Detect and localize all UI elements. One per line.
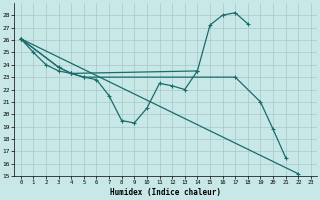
- X-axis label: Humidex (Indice chaleur): Humidex (Indice chaleur): [110, 188, 221, 197]
